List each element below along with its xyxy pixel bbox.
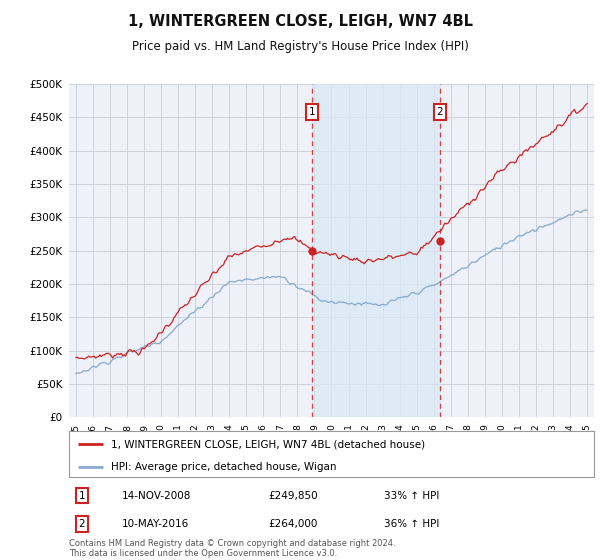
Text: 36% ↑ HPI: 36% ↑ HPI <box>384 519 439 529</box>
Text: 14-NOV-2008: 14-NOV-2008 <box>121 491 191 501</box>
Text: £249,850: £249,850 <box>269 491 318 501</box>
Text: £264,000: £264,000 <box>269 519 318 529</box>
Bar <box>312 84 440 417</box>
Text: Price paid vs. HM Land Registry's House Price Index (HPI): Price paid vs. HM Land Registry's House … <box>131 40 469 53</box>
Text: 33% ↑ HPI: 33% ↑ HPI <box>384 491 439 501</box>
Text: 10-MAY-2016: 10-MAY-2016 <box>121 519 189 529</box>
Text: 1, WINTERGREEN CLOSE, LEIGH, WN7 4BL: 1, WINTERGREEN CLOSE, LEIGH, WN7 4BL <box>128 14 473 29</box>
Text: 2: 2 <box>437 107 443 117</box>
Text: 1: 1 <box>79 491 85 501</box>
Text: HPI: Average price, detached house, Wigan: HPI: Average price, detached house, Wiga… <box>111 462 337 472</box>
Text: 1: 1 <box>309 107 316 117</box>
Text: Contains HM Land Registry data © Crown copyright and database right 2024.
This d: Contains HM Land Registry data © Crown c… <box>69 539 395 558</box>
Text: 2: 2 <box>79 519 85 529</box>
Text: 1, WINTERGREEN CLOSE, LEIGH, WN7 4BL (detached house): 1, WINTERGREEN CLOSE, LEIGH, WN7 4BL (de… <box>111 439 425 449</box>
